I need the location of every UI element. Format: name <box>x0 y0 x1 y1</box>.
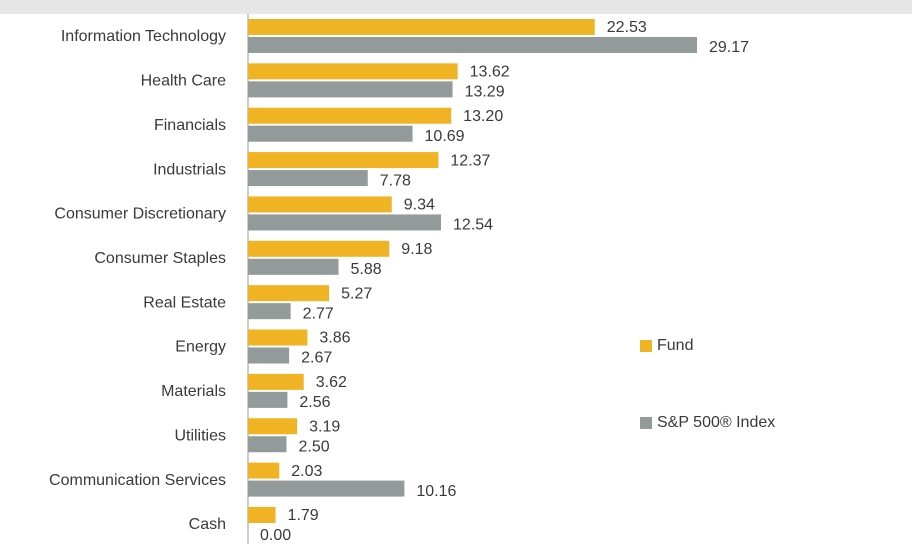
value-label: 5.88 <box>351 261 382 278</box>
value-label: 10.16 <box>416 483 456 500</box>
bar <box>248 196 392 213</box>
bar <box>248 462 280 479</box>
bar <box>248 258 339 275</box>
bar <box>248 373 304 390</box>
bar <box>248 152 439 169</box>
legend-label: Fund <box>657 337 693 354</box>
value-label: 2.03 <box>291 463 322 480</box>
category-label: Utilities <box>174 427 226 444</box>
category-label: Communication Services <box>49 472 226 489</box>
value-label: 13.29 <box>465 84 505 101</box>
category-label: Industrials <box>153 161 226 178</box>
value-label: 9.18 <box>401 241 432 258</box>
bar <box>248 214 442 231</box>
category-label: Materials <box>161 383 226 400</box>
bar <box>248 347 290 364</box>
bar <box>248 81 453 98</box>
value-label: 10.69 <box>425 128 465 145</box>
legend-label: S&P 500® Index <box>657 414 775 431</box>
bar <box>248 391 288 408</box>
category-label: Real Estate <box>143 294 226 311</box>
bar <box>248 37 697 53</box>
value-label: 2.77 <box>303 305 334 322</box>
value-label: 29.17 <box>709 39 749 56</box>
value-label: 2.56 <box>299 394 330 411</box>
legend-swatch <box>640 340 652 352</box>
bar <box>248 303 291 320</box>
bar <box>248 63 458 80</box>
bar <box>248 506 276 523</box>
category-label: Cash <box>189 516 226 533</box>
bar <box>248 19 595 35</box>
value-label: 13.20 <box>463 108 503 125</box>
bar <box>248 107 452 124</box>
value-label: 0.00 <box>260 527 291 544</box>
value-label: 2.67 <box>301 350 332 367</box>
bar <box>248 285 330 302</box>
value-label: 1.79 <box>288 507 319 524</box>
bar <box>248 170 368 187</box>
bar <box>248 329 308 346</box>
value-label: 13.62 <box>470 64 510 81</box>
bar <box>248 436 287 453</box>
bar <box>248 125 413 142</box>
bar <box>248 480 405 497</box>
category-label: Consumer Staples <box>94 250 226 267</box>
value-label: 3.19 <box>309 418 340 435</box>
value-label: 3.62 <box>316 374 347 391</box>
value-label: 9.34 <box>404 197 435 214</box>
value-label: 2.50 <box>298 438 329 455</box>
category-label: Health Care <box>141 73 226 90</box>
value-label: 5.27 <box>341 285 372 302</box>
value-label: 12.54 <box>453 217 493 234</box>
category-label: Financials <box>154 117 226 134</box>
top-band <box>0 0 912 14</box>
value-label: 3.86 <box>319 330 350 347</box>
value-label: 12.37 <box>450 152 490 169</box>
category-label: Energy <box>175 339 226 356</box>
legend-swatch <box>640 417 652 429</box>
category-label: Information Technology <box>61 28 226 45</box>
bar <box>248 240 390 257</box>
value-label: 22.53 <box>607 19 647 36</box>
category-label: Consumer Discretionary <box>54 206 226 223</box>
value-label: 7.78 <box>380 172 411 189</box>
bar <box>248 418 298 435</box>
